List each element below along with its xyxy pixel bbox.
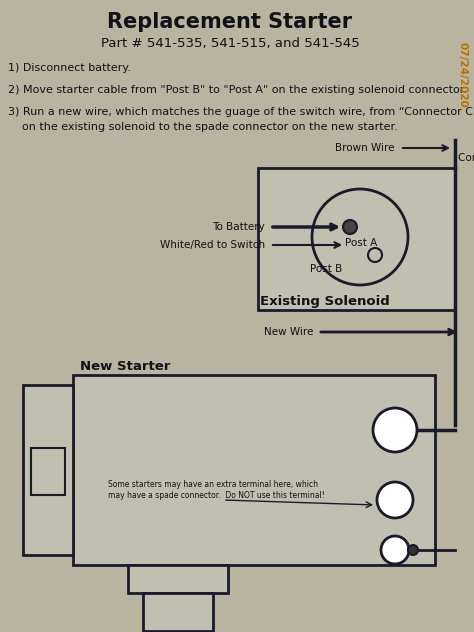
Text: To Battery: To Battery <box>212 222 265 232</box>
Bar <box>258 168 455 310</box>
Text: Part # 541-535, 541-515, and 541-545: Part # 541-535, 541-515, and 541-545 <box>100 37 359 49</box>
Text: Replacement Starter: Replacement Starter <box>108 12 353 32</box>
Text: New Wire: New Wire <box>264 327 313 337</box>
Circle shape <box>373 408 417 452</box>
Text: Some starters may have an extra terminal here, which
may have a spade connector.: Some starters may have an extra terminal… <box>108 480 325 501</box>
Text: Brown Wire: Brown Wire <box>336 143 395 153</box>
Circle shape <box>312 189 408 285</box>
Text: Post B: Post B <box>310 264 342 274</box>
Text: 07/24/2020: 07/24/2020 <box>458 42 468 108</box>
Text: Connector C: Connector C <box>458 153 474 163</box>
Text: Post A: Post A <box>345 238 377 248</box>
Text: Existing Solenoid: Existing Solenoid <box>260 296 390 308</box>
Circle shape <box>343 220 357 234</box>
Text: 1) Disconnect battery.: 1) Disconnect battery. <box>8 63 131 73</box>
Text: on the existing solenoid to the spade connector on the new starter.: on the existing solenoid to the spade co… <box>8 122 398 132</box>
Text: 2) Move starter cable from "Post B" to "Post A" on the existing solenoid connect: 2) Move starter cable from "Post B" to "… <box>8 85 467 95</box>
Circle shape <box>408 545 418 555</box>
Bar <box>23 385 73 555</box>
Bar <box>143 593 213 631</box>
Text: New Starter: New Starter <box>80 360 170 374</box>
Bar <box>31 448 65 495</box>
Circle shape <box>368 248 382 262</box>
Text: White/Red to Switch: White/Red to Switch <box>160 240 265 250</box>
Bar <box>73 375 435 565</box>
Circle shape <box>381 536 409 564</box>
Text: 3) Run a new wire, which matches the guage of the switch wire, from “Connector C: 3) Run a new wire, which matches the gua… <box>8 107 474 117</box>
Circle shape <box>377 482 413 518</box>
Bar <box>128 565 228 593</box>
